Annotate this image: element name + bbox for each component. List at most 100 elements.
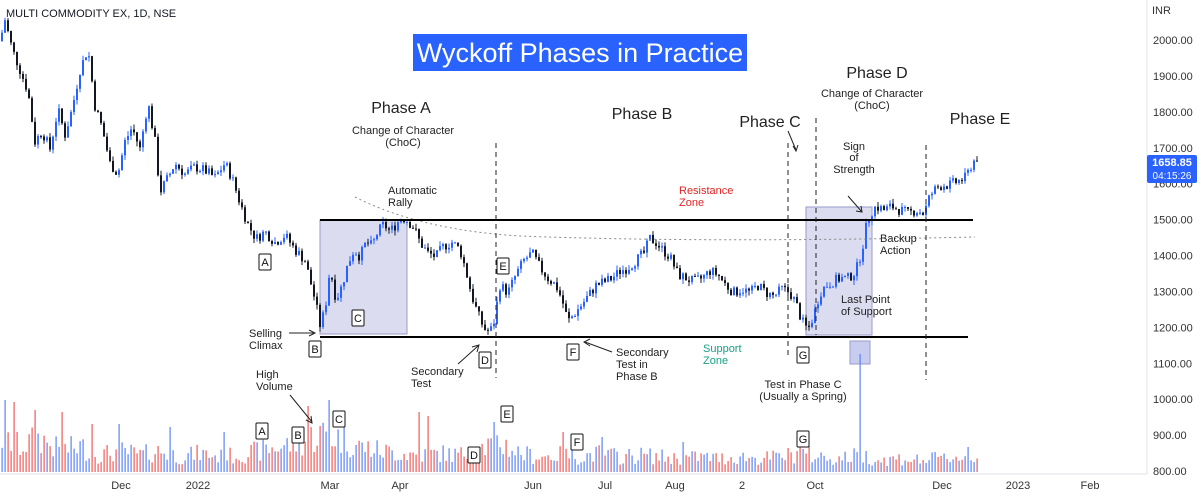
candle-body bbox=[511, 280, 513, 288]
price-tick-label: 1400.00 bbox=[1153, 251, 1193, 263]
volume-bar bbox=[380, 455, 381, 472]
candle-body bbox=[796, 297, 798, 303]
volume-bar bbox=[707, 453, 708, 472]
sos-line3: Strength bbox=[833, 164, 875, 176]
volume-bar bbox=[464, 457, 465, 472]
candle-body bbox=[877, 207, 879, 211]
candle-body bbox=[964, 173, 966, 181]
candle-body bbox=[112, 161, 114, 172]
volume-bar bbox=[491, 438, 492, 472]
candle-body bbox=[904, 207, 906, 208]
candle-body bbox=[823, 287, 825, 297]
volume-bar bbox=[83, 439, 84, 472]
volume-bar bbox=[89, 458, 90, 472]
candle-body bbox=[37, 136, 39, 145]
volume-bar bbox=[641, 448, 642, 472]
candle-body bbox=[628, 270, 630, 274]
volume-bar bbox=[791, 452, 792, 472]
volume-bar bbox=[206, 450, 207, 472]
volume-bar bbox=[41, 453, 42, 472]
candle-body bbox=[568, 312, 570, 318]
volume-bar bbox=[212, 457, 213, 472]
volume-bar bbox=[539, 460, 540, 472]
volume-bar bbox=[629, 449, 630, 472]
volume-bar bbox=[815, 459, 816, 472]
volume-bar bbox=[674, 453, 675, 472]
volume-bar bbox=[143, 450, 144, 472]
volume-bar bbox=[929, 460, 930, 472]
event-marker-letter: D bbox=[470, 450, 478, 462]
candle-body bbox=[226, 163, 228, 165]
volume-bar bbox=[650, 448, 651, 472]
event-marker-letter: C bbox=[354, 313, 362, 325]
volume-bar bbox=[47, 443, 48, 472]
volume-bar bbox=[182, 464, 183, 472]
candle-body bbox=[913, 211, 915, 216]
volume-bar bbox=[461, 447, 462, 472]
volume-bar bbox=[548, 455, 549, 472]
candle-body bbox=[121, 155, 123, 170]
volume-bar bbox=[914, 459, 915, 472]
candle-body bbox=[85, 57, 87, 60]
candle-body bbox=[64, 123, 66, 137]
candle-body bbox=[82, 60, 84, 75]
volume-bar bbox=[332, 446, 333, 472]
price-tick-label: 1200.00 bbox=[1153, 322, 1193, 334]
volume-bar bbox=[890, 457, 891, 472]
candle-body bbox=[4, 20, 6, 32]
candle-body bbox=[883, 206, 885, 210]
candle-body bbox=[601, 279, 603, 285]
event-marker-b: B bbox=[309, 341, 321, 357]
candle-body bbox=[700, 276, 702, 279]
volume-bar bbox=[836, 462, 837, 472]
candle-body bbox=[658, 246, 660, 248]
volume-bar bbox=[149, 460, 150, 472]
candle-body bbox=[625, 270, 627, 274]
candle-body bbox=[679, 268, 681, 279]
volume-bar bbox=[824, 456, 825, 472]
candle-body bbox=[439, 246, 441, 250]
candle-body bbox=[316, 297, 318, 305]
time-tick-label: Jun bbox=[524, 480, 542, 492]
candle-body bbox=[907, 207, 909, 209]
phase-d-label: Phase D bbox=[846, 65, 907, 82]
volume-bar bbox=[239, 460, 240, 472]
volume-bar bbox=[329, 400, 330, 472]
volume-bar bbox=[14, 402, 15, 472]
event-marker-d: D bbox=[479, 352, 491, 368]
volume-bar bbox=[653, 464, 654, 472]
volume-bar bbox=[353, 455, 354, 472]
volume-bar bbox=[35, 410, 36, 472]
volume-bar bbox=[335, 446, 336, 472]
candle-body bbox=[790, 292, 792, 299]
phase-c-label: Phase C bbox=[739, 114, 800, 131]
volume-bar bbox=[803, 449, 804, 472]
candle-body bbox=[292, 243, 294, 246]
candle-body bbox=[514, 276, 516, 280]
candle-body bbox=[958, 180, 960, 183]
candle-body bbox=[694, 276, 696, 277]
candle-body bbox=[784, 286, 786, 287]
candle-body bbox=[196, 164, 198, 171]
volume-bar bbox=[455, 449, 456, 472]
volume-bar bbox=[740, 456, 741, 472]
volume-bar bbox=[191, 447, 192, 472]
candle-body bbox=[370, 240, 372, 243]
candle-body bbox=[637, 254, 639, 266]
volume-bar bbox=[677, 459, 678, 472]
candle-body bbox=[7, 20, 9, 31]
candle-body bbox=[493, 324, 495, 326]
candle-body bbox=[556, 282, 558, 290]
volume-bar bbox=[164, 454, 165, 472]
candle-body bbox=[424, 248, 426, 249]
secondary-test-b-line1: Secondary bbox=[616, 347, 669, 359]
candle-body bbox=[391, 226, 393, 230]
event-marker-letter: G bbox=[799, 434, 808, 446]
volume-bar bbox=[662, 450, 663, 472]
volume-bar bbox=[842, 460, 843, 472]
volume-bar bbox=[383, 458, 384, 472]
volume-bar bbox=[497, 435, 498, 472]
volume-bar bbox=[935, 452, 936, 472]
volume-bar bbox=[728, 461, 729, 472]
candle-body bbox=[340, 286, 342, 297]
